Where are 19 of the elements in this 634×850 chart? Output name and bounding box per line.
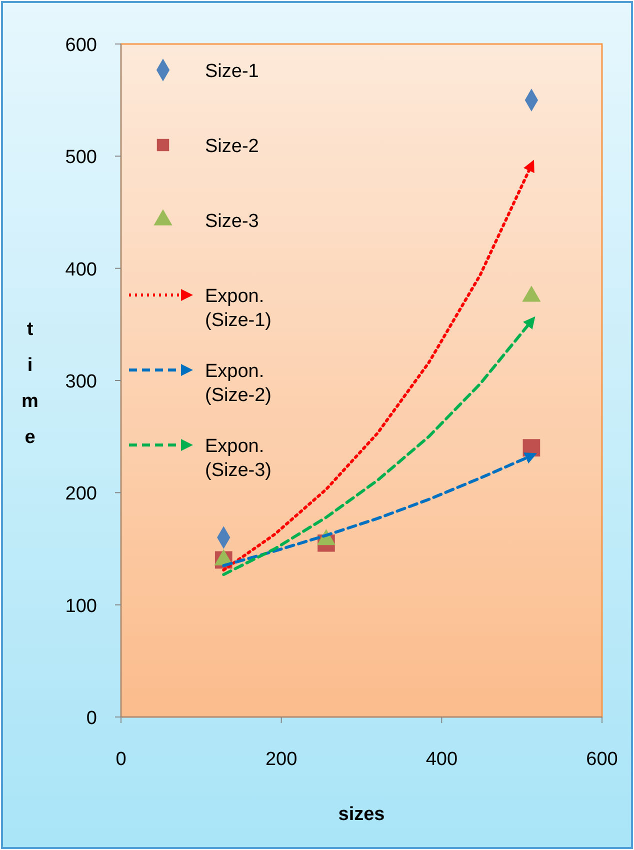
legend-label: Expon. (Size-3) <box>205 436 272 481</box>
legend-label: Expon. (Size-2) <box>205 361 272 406</box>
x-tick-label: 600 <box>586 749 618 770</box>
y-tick-label: 0 <box>86 708 97 729</box>
legend-label: Size-1 <box>205 61 259 82</box>
legend-label: Size-2 <box>205 136 259 157</box>
legend-label: Expon. (Size-1) <box>205 286 272 331</box>
x-tick-label: 0 <box>116 749 126 770</box>
y-tick-label: 400 <box>65 259 97 280</box>
x-axis-title: sizes <box>338 804 385 825</box>
legend-label: Size-3 <box>205 211 259 232</box>
y-tick-label: 200 <box>65 484 97 505</box>
y-tick-label: 500 <box>65 147 97 168</box>
x-tick-label: 200 <box>265 749 298 770</box>
y-tick-label: 100 <box>65 596 97 617</box>
x-tick-label: 400 <box>426 749 458 770</box>
y-tick-label: 300 <box>65 372 97 392</box>
y-tick-label: 600 <box>65 35 97 56</box>
y-axis-title: time <box>22 319 38 448</box>
